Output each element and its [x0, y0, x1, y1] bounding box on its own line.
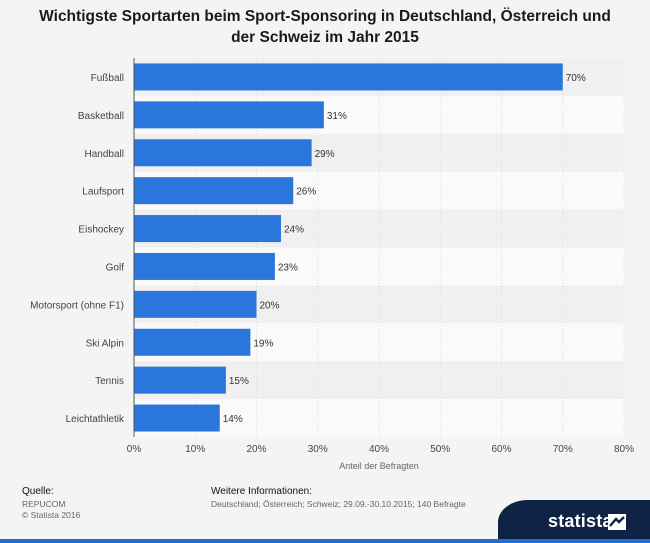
x-tick-label: 10%	[185, 444, 205, 455]
x-tick-label: 60%	[491, 444, 511, 455]
category-label: Leichtathletik	[66, 414, 125, 425]
category-label: Motorsport (ohne F1)	[30, 300, 124, 311]
x-tick-label: 80%	[614, 444, 634, 455]
value-label: 26%	[296, 187, 316, 198]
value-label: 29%	[315, 149, 335, 160]
x-tick-label: 30%	[308, 444, 328, 455]
info-text: Deutschland; Österreich; Schweiz; 29.09.…	[211, 499, 466, 509]
x-tick-label: 20%	[246, 444, 266, 455]
bar	[134, 252, 275, 280]
statista-brand[interactable]: statista	[498, 500, 650, 543]
x-tick-label: 70%	[553, 444, 573, 455]
value-label: 19%	[253, 338, 273, 349]
bar	[134, 177, 294, 205]
x-tick-label: 0%	[127, 444, 142, 455]
bar	[134, 139, 312, 167]
bar	[134, 290, 257, 318]
x-tick-label: 40%	[369, 444, 389, 455]
value-label: 20%	[260, 300, 280, 311]
bar	[134, 404, 220, 432]
category-label: Handball	[85, 149, 124, 160]
statista-logo-icon	[608, 514, 626, 530]
value-label: 24%	[284, 225, 304, 236]
value-label: 31%	[327, 111, 347, 122]
value-label: 14%	[223, 414, 243, 425]
chart-title-line-1: Wichtigste Sportarten beim Sport-Sponsor…	[39, 8, 611, 25]
category-label: Laufsport	[82, 187, 124, 198]
category-label: Golf	[106, 262, 125, 273]
category-label: Tennis	[95, 376, 124, 387]
x-tick-label: 50%	[430, 444, 450, 455]
category-label: Ski Alpin	[86, 338, 124, 349]
source-name: REPUCOM	[22, 499, 66, 509]
bar	[134, 366, 226, 394]
info-heading: Weitere Informationen:	[211, 486, 312, 497]
bottom-stripe	[0, 539, 650, 543]
value-label: 15%	[229, 376, 249, 387]
brand-name: statista	[548, 511, 613, 531]
category-label: Eishockey	[78, 225, 124, 236]
source-block: Quelle: REPUCOM © Statista 2016	[22, 486, 80, 521]
category-label: Basketball	[78, 111, 124, 122]
bar	[134, 215, 281, 243]
category-label: Fußball	[91, 73, 124, 84]
bar-chart: Fußball 70% Basketball 31% Handball 29% Laufsp…	[30, 58, 634, 471]
copyright: © Statista 2016	[22, 510, 81, 520]
value-label: 70%	[566, 73, 586, 84]
chart-title-line-2: der Schweiz im Jahr 2015	[231, 29, 419, 46]
info-block: Weitere Informationen: Deutschland; Öste…	[211, 486, 466, 509]
bar	[134, 63, 563, 91]
chart-title: Wichtigste Sportarten beim Sport-Sponsor…	[0, 6, 650, 48]
bar	[134, 328, 251, 356]
x-axis-label: Anteil der Befragten	[339, 461, 419, 471]
value-label: 23%	[278, 262, 298, 273]
bar	[134, 101, 324, 129]
source-heading: Quelle:	[22, 486, 54, 497]
